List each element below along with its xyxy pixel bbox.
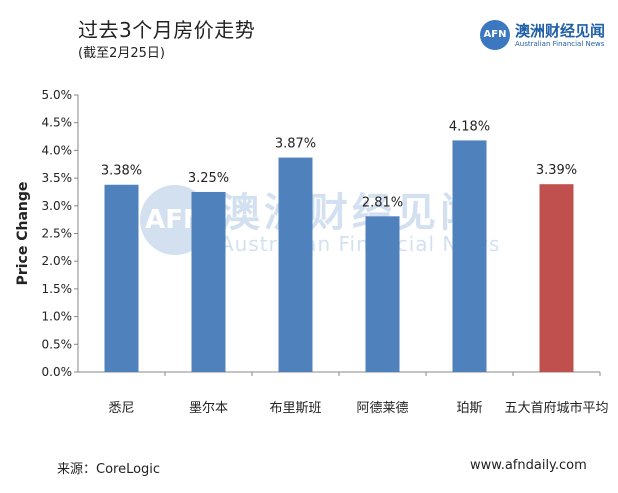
- chart-title: 过去3个月房价走势: [78, 18, 256, 42]
- bar: [365, 216, 400, 372]
- y-tick-label: 1.5%: [42, 282, 73, 296]
- website-link[interactable]: www.afndaily.com: [470, 458, 587, 473]
- x-tick-label: 珀斯: [456, 401, 482, 416]
- y-tick-label: 4.5%: [42, 116, 73, 130]
- afn-logo: AFN 澳洲财经见闻 Australian Financial News: [480, 20, 605, 52]
- x-tick-label: 布里斯班: [269, 401, 321, 416]
- data-label: 2.81%: [362, 195, 403, 210]
- data-label: 3.87%: [275, 137, 316, 152]
- data-label: 3.25%: [188, 171, 229, 186]
- bar: [191, 191, 226, 372]
- y-tick-label: 4.0%: [42, 143, 73, 157]
- bar: [452, 140, 487, 372]
- x-tick-label: 五大首府城市平均: [504, 400, 608, 416]
- y-tick-label: 3.5%: [42, 171, 73, 185]
- y-tick-label: 1.0%: [42, 310, 73, 324]
- bar: [104, 184, 139, 372]
- y-tick-label: 2.5%: [42, 227, 73, 241]
- x-tick-label: 悉尼: [108, 401, 134, 416]
- y-tick-label: 3.0%: [42, 199, 73, 213]
- y-axis-label: Price Change: [15, 182, 31, 286]
- data-label: 4.18%: [449, 119, 490, 134]
- logo-name-en: Australian Financial News: [515, 40, 605, 48]
- y-tick-label: 0.0%: [42, 365, 73, 379]
- bar: [278, 157, 313, 372]
- y-tick-label: 5.0%: [42, 88, 73, 102]
- y-tick-label: 2.0%: [42, 254, 73, 268]
- data-label: 3.39%: [536, 163, 577, 178]
- x-tick-label: 阿德莱德: [356, 401, 408, 416]
- x-tick-label: 墨尔本: [189, 401, 228, 416]
- afn-logo-icon: AFN: [480, 20, 510, 50]
- source-note: 来源：CoreLogic: [57, 462, 161, 477]
- data-label: 3.38%: [101, 164, 142, 179]
- chart-subtitle: (截至2月25日): [78, 46, 165, 61]
- y-tick-label: 0.5%: [42, 337, 73, 351]
- logo-name-cn: 澳洲财经见闻: [515, 22, 606, 40]
- bar: [539, 184, 574, 372]
